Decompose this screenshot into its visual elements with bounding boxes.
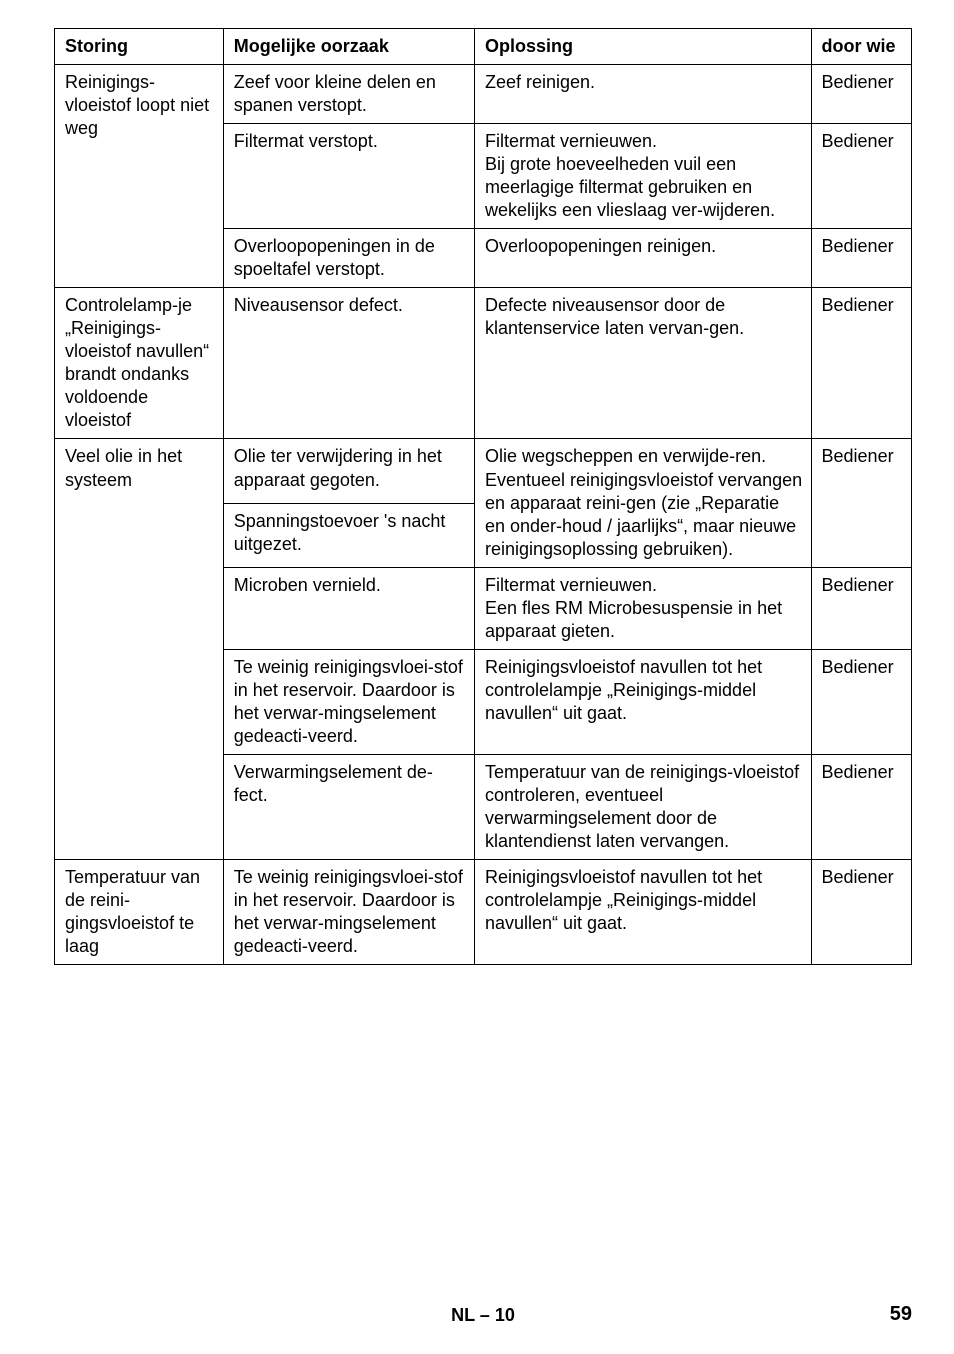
cell-oplossing: Defecte niveausensor door de klantenserv… xyxy=(474,288,811,439)
cell-storing: Reinigings-vloeistof loopt niet weg xyxy=(55,65,224,288)
table-row: Temperatuur van de reini-gingsvloeistof … xyxy=(55,859,912,964)
cell-wie: Bediener xyxy=(811,567,911,649)
cell-oorzaak: Filtermat verstopt. xyxy=(223,124,474,229)
cell-oorzaak: Te weinig reinigingsvloei-stof in het re… xyxy=(223,649,474,754)
cell-oplossing: Reinigingsvloeistof navullen tot het con… xyxy=(474,649,811,754)
header-oorzaak: Mogelijke oorzaak xyxy=(223,29,474,65)
cell-oplossing: Filtermat vernieuwen.Bij grote hoeveelhe… xyxy=(474,124,811,229)
cell-wie: Bediener xyxy=(811,229,911,288)
cell-oorzaak: Niveausensor defect. xyxy=(223,288,474,439)
troubleshooting-table: Storing Mogelijke oorzaak Oplossing door… xyxy=(54,28,912,965)
cell-storing: Veel olie in het systeem xyxy=(55,439,224,860)
cell-wie: Bediener xyxy=(811,65,911,124)
header-oplossing: Oplossing xyxy=(474,29,811,65)
table-header-row: Storing Mogelijke oorzaak Oplossing door… xyxy=(55,29,912,65)
cell-oplossing: Reinigingsvloeistof navullen tot het con… xyxy=(474,859,811,964)
cell-wie: Bediener xyxy=(811,124,911,229)
footer-page-number: 59 xyxy=(890,1303,912,1326)
cell-oorzaak: Zeef voor kleine delen en spanen verstop… xyxy=(223,65,474,124)
cell-oorzaak: Olie ter verwijdering in het apparaat ge… xyxy=(223,439,474,503)
cell-oplossing: Overloopopeningen reinigen. xyxy=(474,229,811,288)
cell-oplossing: Temperatuur van de reinigings-vloeistof … xyxy=(474,754,811,859)
cell-oplossing: Olie wegscheppen en verwijde-ren.Eventue… xyxy=(474,439,811,567)
header-doorwie: door wie xyxy=(811,29,911,65)
cell-wie: Bediener xyxy=(811,439,911,567)
page-footer: NL – 10 59 xyxy=(0,1305,954,1326)
cell-oorzaak: Spanningstoevoer 's nacht uitgezet. xyxy=(223,503,474,567)
cell-storing: Controlelamp-je „Reinigings-vloeistof na… xyxy=(55,288,224,439)
cell-wie: Bediener xyxy=(811,288,911,439)
table-row: Reinigings-vloeistof loopt niet weg Zeef… xyxy=(55,65,912,124)
cell-oorzaak: Microben vernield. xyxy=(223,567,474,649)
footer-page-code: NL – 10 xyxy=(54,1305,912,1326)
cell-oorzaak: Verwarmingselement de-fect. xyxy=(223,754,474,859)
cell-wie: Bediener xyxy=(811,754,911,859)
cell-oorzaak: Te weinig reinigingsvloei-stof in het re… xyxy=(223,859,474,964)
cell-wie: Bediener xyxy=(811,859,911,964)
cell-oplossing: Zeef reinigen. xyxy=(474,65,811,124)
cell-storing: Temperatuur van de reini-gingsvloeistof … xyxy=(55,859,224,964)
page: Storing Mogelijke oorzaak Oplossing door… xyxy=(0,0,954,1354)
header-storing: Storing xyxy=(55,29,224,65)
table-row: Veel olie in het systeem Olie ter verwij… xyxy=(55,439,912,503)
table-row: Controlelamp-je „Reinigings-vloeistof na… xyxy=(55,288,912,439)
cell-wie: Bediener xyxy=(811,649,911,754)
cell-oorzaak: Overloopopeningen in de spoeltafel verst… xyxy=(223,229,474,288)
cell-oplossing: Filtermat vernieuwen.Een fles RM Microbe… xyxy=(474,567,811,649)
